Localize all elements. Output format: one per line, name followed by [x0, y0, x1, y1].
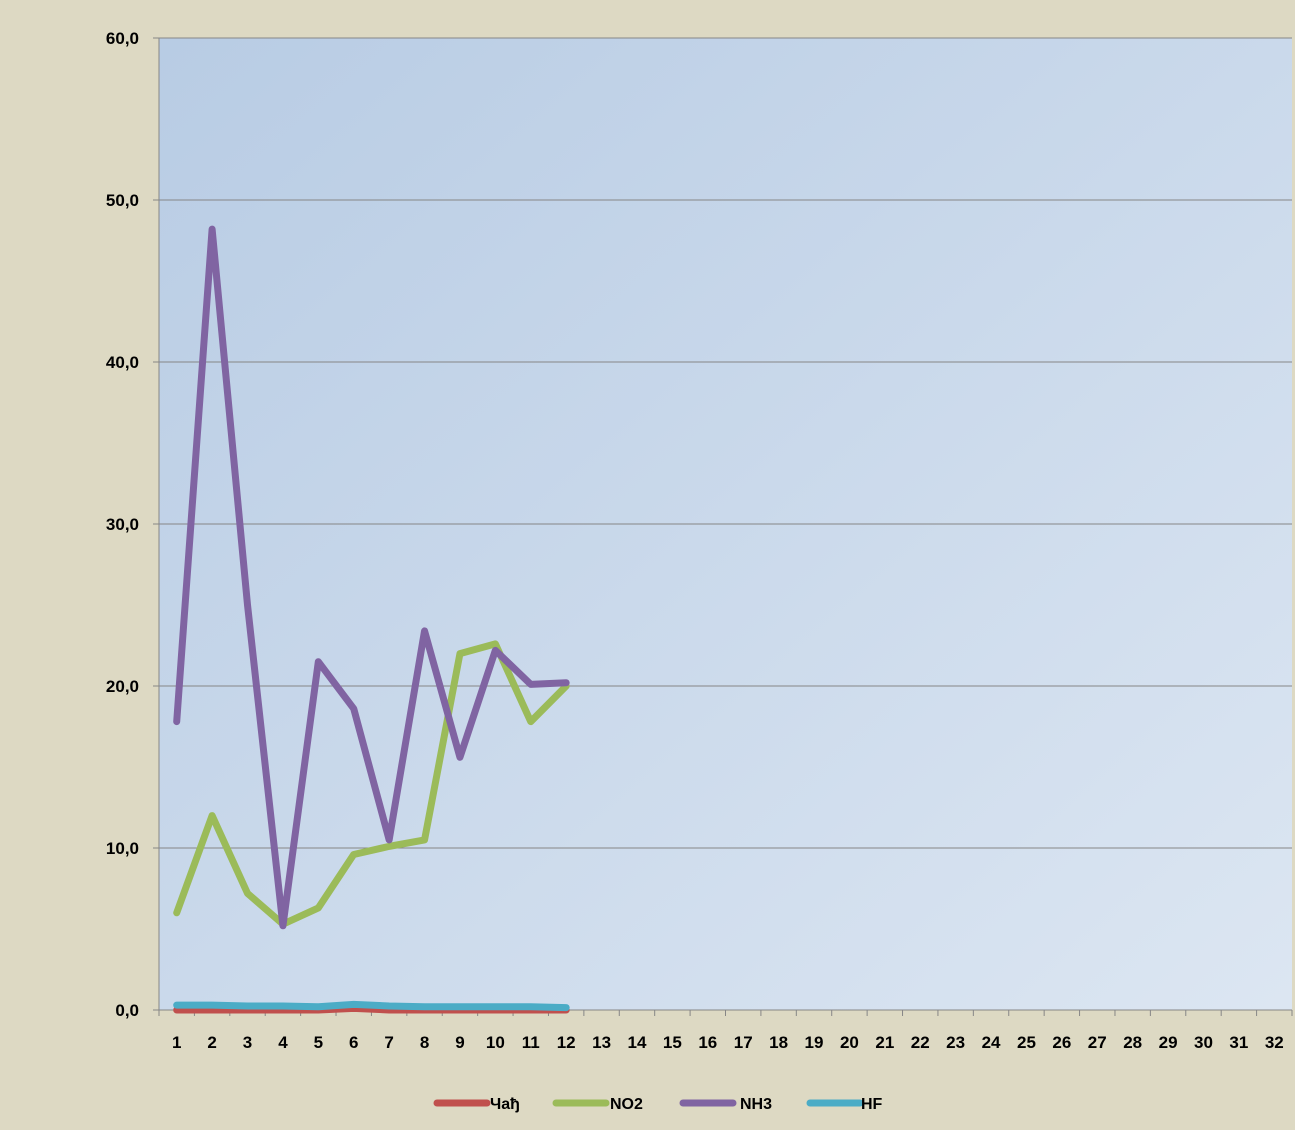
y-tick-label: 50,0 [106, 191, 139, 210]
x-tick-label: 4 [278, 1033, 288, 1052]
x-tick-label: 11 [522, 1033, 540, 1052]
series-line-NH3 [173, 225, 570, 930]
x-tick-label: 30 [1194, 1033, 1213, 1052]
y-tick-label: 40,0 [106, 353, 139, 372]
x-tick-label: 1 [172, 1033, 181, 1052]
x-tick-label: 27 [1088, 1033, 1107, 1052]
x-tick-label: 22 [911, 1033, 930, 1052]
y-tick-label: 20,0 [106, 677, 139, 696]
y-tick-label: 60,0 [106, 29, 139, 48]
x-tick-label: 13 [592, 1033, 611, 1052]
legend: Чађ NO2 NH3 HF [433, 1096, 883, 1113]
x-tick-label: 9 [455, 1033, 464, 1052]
y-tick-label: 0,0 [115, 1001, 139, 1020]
x-tick-label: 25 [1017, 1033, 1036, 1052]
x-tick-label: 20 [840, 1033, 859, 1052]
legend-label: HF [861, 1096, 883, 1113]
x-tick-label: 31 [1229, 1033, 1248, 1052]
x-tick-label: 23 [946, 1033, 965, 1052]
x-tick-label: 15 [663, 1033, 682, 1052]
y-tick-label: 10,0 [106, 839, 139, 858]
x-tick-label: 19 [805, 1033, 824, 1052]
x-tick-label: 8 [420, 1033, 429, 1052]
x-tick-label: 17 [734, 1033, 753, 1052]
x-tick-label: 26 [1052, 1033, 1071, 1052]
x-tick-label: 2 [207, 1033, 216, 1052]
x-tick-label: 3 [243, 1033, 252, 1052]
x-tick-label: 5 [314, 1033, 323, 1052]
x-tick-label: 21 [875, 1033, 894, 1052]
series-line-HF [173, 1000, 570, 1012]
x-tick-label: 24 [982, 1033, 1001, 1052]
y-tick-label: 30,0 [106, 515, 139, 534]
gridlines [159, 37, 1292, 849]
x-tick-label: 6 [349, 1033, 358, 1052]
x-tick-label: 18 [769, 1033, 788, 1052]
legend-label: NH3 [740, 1096, 772, 1113]
x-tick-label: 10 [486, 1033, 505, 1052]
x-tick-label: 29 [1159, 1033, 1178, 1052]
x-tick-label: 7 [384, 1033, 393, 1052]
series-lines [173, 225, 570, 1014]
x-tick-label: 28 [1123, 1033, 1142, 1052]
x-tick-label: 12 [557, 1033, 576, 1052]
x-tick-label: 14 [628, 1033, 647, 1052]
legend-label: NO2 [610, 1096, 643, 1113]
x-tick-label: 16 [698, 1033, 717, 1052]
x-tick-label: 32 [1265, 1033, 1284, 1052]
legend-label: Чађ [490, 1096, 520, 1113]
